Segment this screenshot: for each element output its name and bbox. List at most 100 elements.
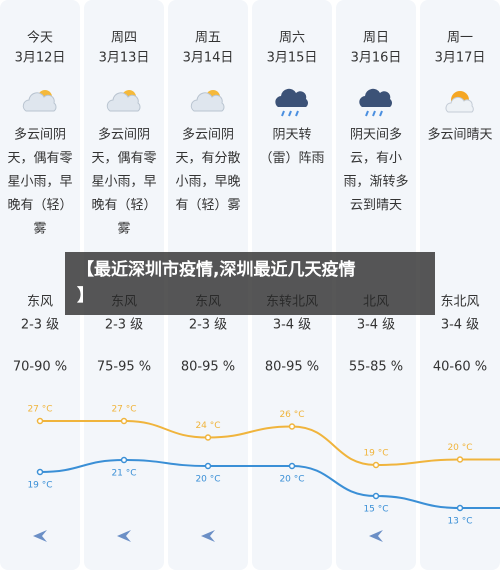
high-temp-point bbox=[456, 456, 464, 463]
wind-level: 3-4 级 bbox=[441, 318, 479, 333]
humidity: 70-90 % bbox=[13, 360, 67, 375]
low-temp-label: 20 °C bbox=[195, 475, 220, 485]
high-temp-label: 19 °C bbox=[363, 449, 388, 459]
weather-icon bbox=[359, 88, 392, 117]
description: 星小雨，早 bbox=[7, 175, 72, 190]
cloud bbox=[22, 92, 57, 112]
description: 阴天转 bbox=[272, 128, 311, 143]
weekday: 周六 bbox=[279, 31, 305, 46]
low-temp-point bbox=[288, 462, 296, 470]
low-temp-label: 13 °C bbox=[447, 517, 472, 527]
description: 多云间晴天 bbox=[427, 127, 492, 143]
high-temp-point bbox=[372, 461, 380, 469]
cloud bbox=[445, 96, 474, 113]
cloud bbox=[275, 88, 308, 107]
weekday: 周四 bbox=[111, 31, 137, 46]
description: 云，有小 bbox=[350, 151, 402, 166]
wind-arrow bbox=[117, 530, 131, 542]
banner: 【最近深圳市疫情,深圳最近几天疫情 】 bbox=[65, 252, 435, 315]
low-temp-point bbox=[36, 468, 44, 476]
weekday: 周一 bbox=[447, 31, 473, 46]
description: 多云间阴 bbox=[98, 127, 150, 143]
wind-level: 3-4 级 bbox=[357, 318, 395, 333]
rain-drop bbox=[281, 110, 285, 117]
wind-direction: 东风 bbox=[27, 295, 53, 310]
low-temp-point bbox=[372, 492, 380, 500]
description: 晚有（轻） bbox=[7, 198, 72, 213]
high-temp-point bbox=[36, 417, 44, 425]
description: 云到晴天 bbox=[350, 198, 402, 213]
low-temp-point bbox=[204, 462, 212, 470]
high-temp-label: 27 °C bbox=[111, 405, 136, 415]
description: 雾 bbox=[117, 222, 130, 237]
cloud bbox=[190, 92, 225, 112]
wind-arrow bbox=[201, 530, 215, 542]
humidity: 80-95 % bbox=[265, 360, 319, 375]
weather-icon bbox=[22, 90, 57, 112]
description: 星小雨，早 bbox=[91, 175, 156, 190]
low-temp-point bbox=[456, 504, 464, 512]
wind-arrow bbox=[369, 530, 383, 542]
low-temp-label: 15 °C bbox=[363, 505, 388, 515]
weather-icon bbox=[445, 91, 474, 113]
description: 天，偶有零 bbox=[7, 151, 72, 166]
description: （雷）阵雨 bbox=[259, 151, 324, 166]
description: 天，有分散 bbox=[175, 151, 240, 166]
rain-drop bbox=[288, 110, 292, 117]
description: 有（轻）雾 bbox=[175, 198, 240, 213]
low-temp-label: 21 °C bbox=[111, 469, 136, 479]
humidity: 55-85 % bbox=[349, 360, 403, 375]
banner-line: 】 bbox=[77, 286, 94, 306]
date: 3月13日 bbox=[99, 51, 150, 66]
weekday: 今天 bbox=[27, 30, 53, 46]
rain-drop bbox=[295, 110, 299, 117]
description: 雾 bbox=[33, 222, 46, 237]
date: 3月12日 bbox=[15, 51, 66, 66]
high-temp-label: 24 °C bbox=[195, 421, 220, 431]
rain-drop bbox=[372, 110, 376, 117]
date: 3月17日 bbox=[435, 51, 486, 66]
day-card bbox=[0, 0, 80, 570]
high-temp-point bbox=[288, 423, 296, 430]
low-temp-label: 20 °C bbox=[279, 475, 304, 485]
wind-level: 2-3 级 bbox=[105, 318, 143, 333]
description: 多云间阴 bbox=[14, 127, 66, 143]
humidity: 40-60 % bbox=[433, 360, 487, 375]
wind-level: 3-4 级 bbox=[273, 318, 311, 333]
cloud bbox=[359, 88, 392, 107]
description: 多云间阴 bbox=[182, 127, 234, 143]
wind-level: 2-3 级 bbox=[21, 318, 59, 333]
date: 3月15日 bbox=[267, 51, 318, 66]
description: 天，偶有零 bbox=[91, 151, 156, 166]
rain-drop bbox=[379, 110, 383, 117]
humidity: 75-95 % bbox=[97, 360, 151, 375]
weather-icon bbox=[106, 90, 141, 112]
cloud bbox=[106, 92, 141, 112]
description: 阴天间多 bbox=[350, 127, 402, 143]
high-temp-label: 20 °C bbox=[447, 443, 472, 453]
wind-level: 2-3 级 bbox=[189, 318, 227, 333]
banner-line: 【最近深圳市疫情,深圳最近几天疫情 bbox=[77, 260, 356, 280]
low-temp-label: 19 °C bbox=[27, 481, 52, 491]
wind-direction: 东北风 bbox=[440, 295, 479, 310]
description: 晚有（轻） bbox=[91, 198, 156, 213]
day-card bbox=[420, 0, 500, 570]
high-temp-label: 26 °C bbox=[279, 410, 304, 420]
weather-icon bbox=[190, 90, 225, 112]
wind-arrow bbox=[33, 530, 47, 542]
weather-icon bbox=[275, 88, 308, 117]
low-temp-line bbox=[39, 458, 461, 509]
high-temp-line bbox=[39, 419, 461, 467]
rain-drop bbox=[365, 110, 369, 117]
high-temp-point bbox=[120, 417, 128, 425]
high-temp-label: 27 °C bbox=[27, 405, 52, 415]
date: 3月14日 bbox=[183, 51, 234, 66]
date: 3月16日 bbox=[351, 51, 402, 66]
low-temp-point bbox=[120, 456, 128, 464]
high-temp-point bbox=[204, 434, 212, 441]
description: 雨，渐转多 bbox=[343, 174, 408, 190]
description: 小雨，早晚 bbox=[175, 175, 240, 190]
weekday: 周日 bbox=[363, 31, 389, 46]
weekday: 周五 bbox=[195, 31, 221, 46]
